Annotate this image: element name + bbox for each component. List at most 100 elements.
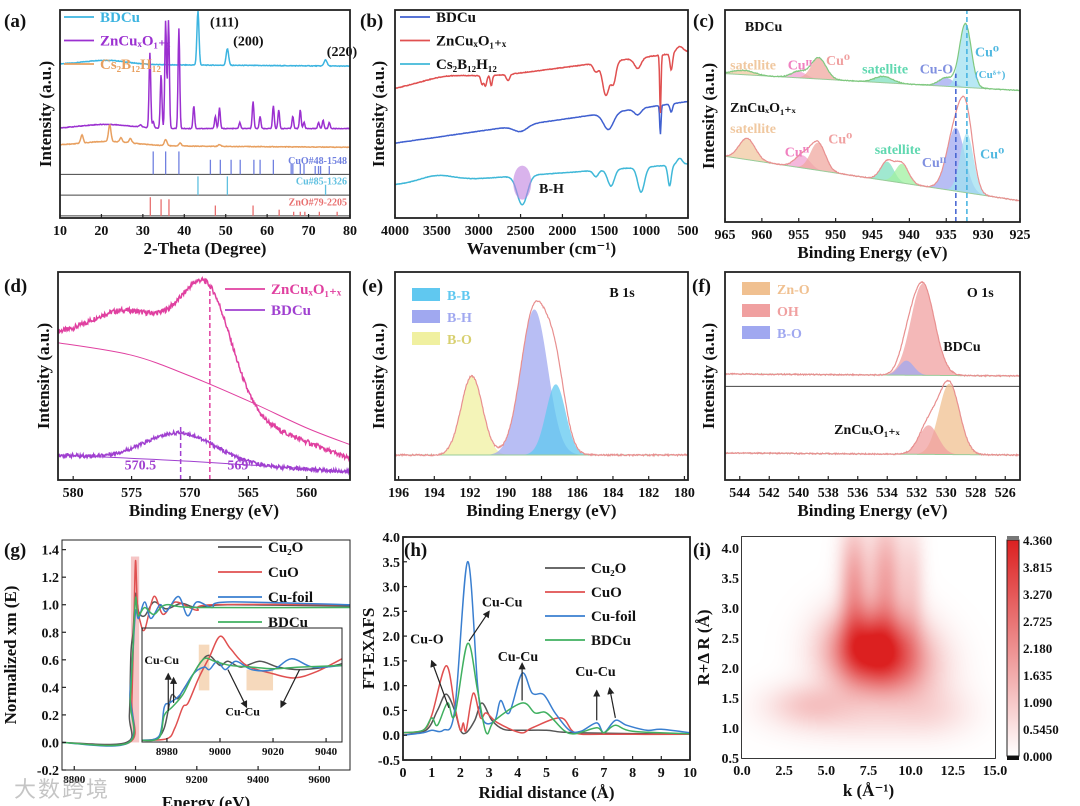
highlight-band (130, 556, 140, 743)
x-tick-label: 528 (965, 486, 986, 501)
reference-label: Cu#85-1326 (296, 177, 347, 188)
colorbar-tick-label: 4.360 (1023, 533, 1052, 548)
y-tick-label: 4.0 (383, 531, 401, 546)
x-tick-label: 0 (400, 766, 407, 781)
y-axis-title: Normalized xm (E) (1, 586, 20, 725)
legend: BDCu ZnCuₓO₁₊ₓ Cs₂B₁₂H₁₂ (400, 10, 507, 73)
x-tick-label: 10.0 (898, 764, 923, 779)
x-tick-label: 9200 (186, 774, 209, 786)
x-tick-label: 544 (729, 486, 750, 501)
legend-label: Cu-foil (268, 590, 313, 606)
x-tick-label: 565 (238, 486, 259, 501)
plot-frame (57, 271, 351, 481)
x-tick-label: 2 (457, 766, 464, 781)
plot-frame (59, 9, 351, 219)
legend-label: OH (777, 305, 799, 320)
x-tick-label: 9040 (315, 746, 338, 758)
plot-area (142, 635, 342, 742)
panel-label: (c) (693, 11, 714, 32)
legend-swatch (742, 326, 770, 339)
plot-area (60, 11, 350, 217)
panel-f: O 1s BDCu ZnCuₓO₁₊ₓ 544 542 540 538 536 534 532 53… (692, 271, 1021, 520)
annotation-label: 569 (227, 459, 248, 474)
legend: BDCu ZnCuₓO₁₊ₓ Cs₂B₁₂H₁₂ (64, 10, 171, 73)
legend-label: BDCu (436, 10, 476, 26)
x-tick-label: 538 (818, 486, 839, 501)
y-tick-label: 3.0 (722, 602, 740, 617)
annotation-label: ZnCuₓO₁₊ₓ (730, 101, 797, 116)
x-tick-label: 192 (460, 486, 481, 501)
series-line (142, 635, 342, 742)
y-axis-title: Intensity (a.u.) (699, 323, 718, 429)
annotation-label: BDCu (943, 340, 981, 355)
legend-swatch (742, 282, 770, 295)
colorbar-tick-label: 0.000 (1023, 749, 1052, 764)
plot-area (403, 561, 690, 736)
series-line (58, 342, 350, 446)
x-tick-label: 500 (678, 224, 699, 239)
legend-label: Cs₂B₁₂H₁₂ (100, 57, 161, 73)
plot-area (395, 300, 688, 458)
annotation-label: Cu-Cu (575, 665, 616, 680)
annotation-arrow (430, 659, 450, 709)
legend-swatch (412, 332, 440, 345)
x-axis-title: Energy (eV) (162, 793, 250, 806)
colorbar-tick-label: 1.090 (1023, 695, 1052, 710)
x-tick-label: 9020 (262, 746, 285, 758)
x-tick-label: 4 (514, 766, 521, 781)
panel-label: (b) (360, 11, 383, 32)
series-line (60, 20, 350, 130)
plot-frame (724, 271, 1021, 481)
panel-label: (f) (692, 276, 711, 297)
x-tick-label: 1000 (632, 224, 660, 239)
series-line (58, 454, 350, 473)
x-tick-label: 60 (260, 224, 274, 239)
x-tick-label: 945 (862, 228, 883, 243)
x-tick-label: 9000 (125, 774, 148, 786)
fit-component (395, 309, 688, 456)
y-tick-label: 0.5 (383, 704, 401, 719)
y-axis-title: Intensity (a.u.) (36, 61, 55, 167)
series-line (62, 596, 350, 747)
x-tick-label: 575 (121, 486, 142, 501)
x-tick-label: 532 (906, 486, 927, 501)
y-tick-label: 0.8 (42, 626, 60, 641)
x-tick-label: 1500 (590, 224, 618, 239)
x-tick-label: 560 (296, 486, 317, 501)
annotation-arrow (468, 610, 490, 642)
legend-label: BDCu (100, 10, 140, 26)
x-tick-label: 9 (658, 766, 665, 781)
fit-component (725, 71, 1020, 91)
annotation-label: Cuᴵᴵ (788, 58, 813, 73)
series-line (395, 45, 688, 114)
x-tick-label: 3000 (465, 224, 493, 239)
series-line (403, 642, 690, 735)
series-line (58, 276, 350, 463)
annotation-label: Cu-Cu (482, 595, 523, 610)
x-tick-label: 950 (825, 228, 846, 243)
annotation-label: Cu-O (410, 633, 444, 648)
x-tick-label: 536 (847, 486, 868, 501)
fit-component (725, 383, 1020, 456)
panel-label: (i) (693, 540, 711, 561)
colorbar-under-cap (1007, 756, 1019, 760)
series-line (403, 693, 690, 735)
legend-label: ZnCuₓO₁₊ₓ (436, 34, 507, 50)
x-tick-label: 4000 (381, 224, 409, 239)
highlight-band (246, 669, 274, 691)
highlight-ellipse (513, 165, 532, 200)
y-tick-label: 0.6 (42, 654, 60, 669)
panel-label: (g) (4, 540, 26, 561)
annotation-label: Cu-Cu (225, 704, 260, 718)
annotation-label: (200) (233, 34, 264, 49)
legend-label: B-H (447, 311, 472, 326)
x-tick-label: 570 (179, 486, 200, 501)
legend-label: CuO (591, 585, 622, 601)
x-tick-label: 8 (629, 766, 636, 781)
series-line (60, 11, 350, 68)
x-axis-title: Ridial distance (Å) (479, 783, 615, 802)
y-tick-label: 1.0 (383, 680, 401, 695)
x-tick-label: 965 (715, 228, 736, 243)
annotation-label: satellite (862, 63, 908, 78)
